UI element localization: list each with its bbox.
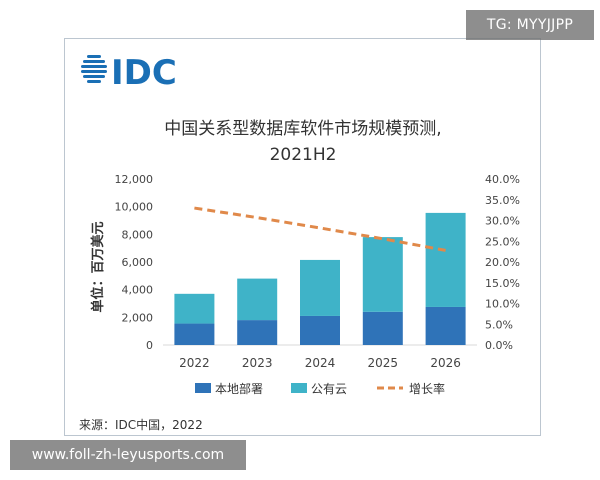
legend-label-growth: 增长率 [409,381,445,396]
source-note: 来源：IDC中国，2022 [79,417,203,432]
y2-tick-label: 25.0% [485,235,520,248]
legend: 本地部署 公有云 增长率 [195,381,445,396]
y-tick-label: 2,000 [122,311,154,324]
legend-swatch-onprem [195,383,211,393]
x-tick-label: 2023 [242,356,273,370]
bar-public-cloud [425,212,466,307]
y2-tick-label: 10.0% [485,298,520,311]
y2-tick-label: 35.0% [485,194,520,207]
chart-title: 中国关系型数据库软件市场规模预测, [164,119,441,139]
y-axis-left: 12,000 10,000 8,000 6,000 4,000 2,000 0 [115,173,154,352]
x-tick-label: 2022 [179,356,210,370]
y2-tick-label: 0.0% [485,339,513,352]
idc-logo: IDC [81,53,177,93]
logo-text: IDC [111,53,177,93]
bar-public-cloud [237,278,278,321]
bar-series [174,212,466,345]
chart-svg: IDC 中国关系型数据库软件市场规模预测, 2021H2 单位：百万美元 12,… [79,53,520,432]
globe-icon [81,55,107,83]
y2-tick-label: 15.0% [485,277,520,290]
legend-swatch-public-cloud [291,383,307,393]
bar-onprem [300,315,340,345]
bar-public-cloud [362,237,403,312]
y2-tick-label: 20.0% [485,256,520,269]
y-tick-label: 4,000 [122,284,154,297]
bar-public-cloud [300,259,340,316]
x-tick-label: 2024 [305,356,336,370]
bar-onprem [425,306,466,345]
bar-onprem [362,311,403,345]
legend-label-onprem: 本地部署 [215,381,263,396]
growth-line-series [194,206,446,252]
y-axis-title: 单位：百万美元 [90,221,106,312]
legend-label-public-cloud: 公有云 [311,382,347,396]
x-axis-labels: 2022 2023 2024 2025 2026 [179,356,461,370]
y-tick-label: 10,000 [115,201,154,214]
y-axis-right: 40.0% 35.0% 30.0% 25.0% 20.0% 15.0% 10.0% 5.0% 0… [485,173,520,352]
y2-tick-label: 30.0% [485,215,520,228]
chart-subtitle: 2021H2 [270,145,337,165]
y-tick-label: 6,000 [122,256,154,269]
y2-tick-label: 40.0% [485,173,520,186]
y-tick-label: 0 [146,339,153,352]
y2-tick-label: 5.0% [485,318,513,331]
x-tick-label: 2026 [430,356,461,370]
y-tick-label: 12,000 [115,173,154,186]
watermark-bottom: www.foll-zh-leyusports.com [10,440,246,470]
watermark-top: TG: MYYJJPP [466,10,594,40]
bar-onprem [174,323,215,345]
x-tick-label: 2025 [368,356,399,370]
bar-public-cloud [174,293,215,324]
y-tick-label: 8,000 [122,228,154,241]
bar-onprem [237,320,278,345]
growth-line [194,206,446,252]
chart-card: IDC 中国关系型数据库软件市场规模预测, 2021H2 单位：百万美元 12,… [64,38,541,436]
